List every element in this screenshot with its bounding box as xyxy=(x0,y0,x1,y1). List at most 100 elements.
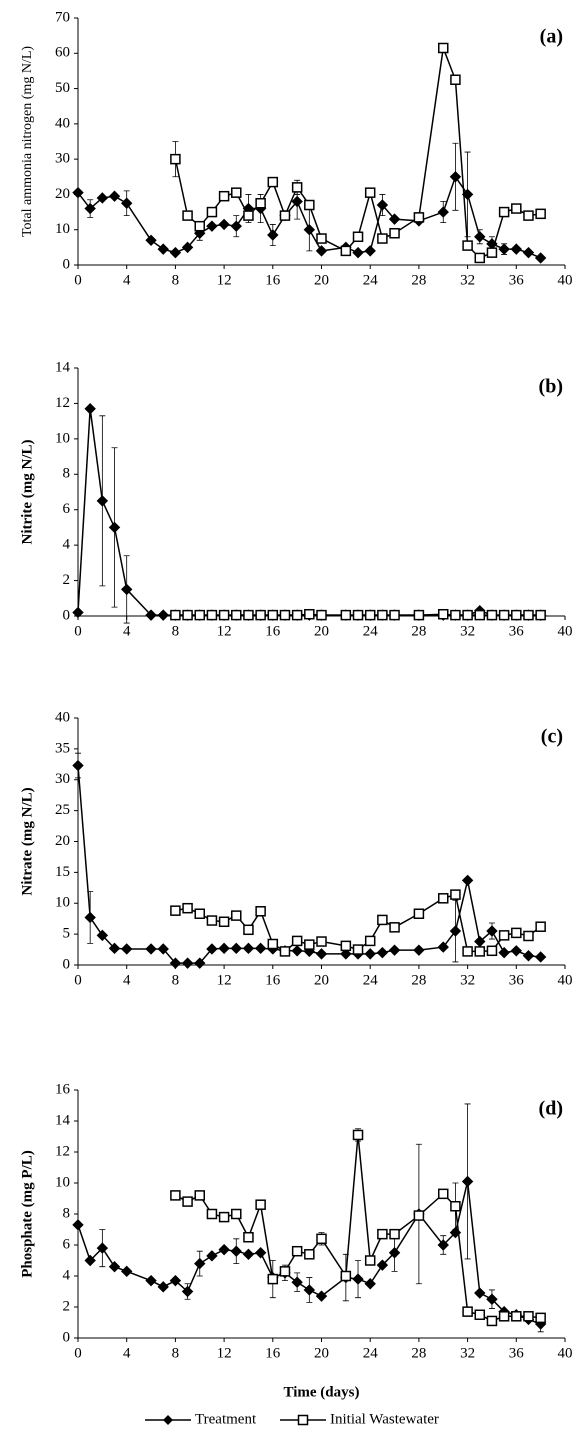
initial-marker xyxy=(243,210,254,221)
y-tick-label: 2 xyxy=(63,572,71,588)
treatment-marker xyxy=(84,202,96,215)
y-tick-label: 16 xyxy=(55,1081,71,1097)
initial-marker xyxy=(194,609,205,621)
x-tick-label: 36 xyxy=(509,272,525,288)
y-tick-label: 8 xyxy=(63,466,71,482)
initial-marker xyxy=(218,190,230,202)
initial-marker xyxy=(267,938,279,950)
x-tick-label: 0 xyxy=(74,972,82,988)
y-tick-label: 40 xyxy=(55,709,70,725)
initial-marker xyxy=(352,609,364,621)
x-tick-label: 20 xyxy=(314,623,329,639)
x-tick-label: 16 xyxy=(265,623,281,639)
x-tick-label: 12 xyxy=(217,972,232,988)
y-axis-title: Total ammonia nitrogen (mg N/L) xyxy=(20,46,35,237)
x-tick-label: 4 xyxy=(123,1345,131,1361)
treatment-marker xyxy=(315,948,328,960)
panel-label: (d) xyxy=(539,1098,563,1120)
treatment-marker xyxy=(291,945,303,957)
y-tick-label: 12 xyxy=(55,395,70,411)
y-tick-label: 6 xyxy=(63,501,71,517)
series-line xyxy=(175,613,541,616)
x-tick-label: 24 xyxy=(363,623,379,639)
treatment-marker xyxy=(267,229,279,241)
initial-marker xyxy=(206,1208,218,1220)
treatment-marker xyxy=(145,234,157,247)
initial-marker xyxy=(304,1249,315,1260)
initial-marker xyxy=(377,233,388,244)
initial-marker xyxy=(304,608,315,620)
initial-marker xyxy=(243,609,254,621)
treatment-marker xyxy=(206,943,218,955)
x-tick-label: 16 xyxy=(265,1345,281,1361)
y-tick-label: 14 xyxy=(55,359,71,375)
initial-marker xyxy=(352,1129,364,1141)
treatment-marker xyxy=(364,1278,376,1290)
initial-marker xyxy=(279,210,291,221)
y-tick-label: 0 xyxy=(63,607,71,623)
series-line xyxy=(77,765,541,964)
treatment-marker xyxy=(72,759,84,772)
initial-marker xyxy=(316,936,327,947)
y-tick-label: 0 xyxy=(63,1329,71,1345)
initial-marker xyxy=(535,921,546,932)
initial-marker xyxy=(486,247,498,258)
y-tick-label: 10 xyxy=(55,221,70,237)
initial-marker xyxy=(182,210,193,221)
treatment-marker xyxy=(534,252,547,264)
series-line xyxy=(77,408,541,616)
treatment-marker xyxy=(376,1259,389,1271)
initial-marker xyxy=(474,252,486,264)
initial-marker xyxy=(377,1228,388,1240)
treatment-marker xyxy=(364,948,376,960)
treatment-marker xyxy=(108,190,121,202)
initial-marker xyxy=(462,240,473,251)
y-tick-label: 4 xyxy=(63,1267,71,1283)
initial-marker xyxy=(523,1311,534,1322)
initial-marker xyxy=(218,916,230,928)
treatment-marker xyxy=(230,942,242,955)
initial-marker xyxy=(511,1311,522,1322)
panel-label: (a) xyxy=(540,26,563,48)
x-tick-label: 12 xyxy=(217,1345,232,1361)
x-tick-label: 0 xyxy=(74,272,82,288)
treatment-marker xyxy=(108,1260,121,1273)
treatment-marker xyxy=(534,951,547,963)
x-tick-label: 40 xyxy=(558,272,573,288)
initial-marker xyxy=(364,609,376,621)
initial-marker xyxy=(462,946,473,957)
initial-marker xyxy=(498,206,510,218)
treatment-marker xyxy=(437,1239,449,1251)
treatment-marker xyxy=(181,241,194,254)
treatment-marker xyxy=(157,609,169,621)
initial-marker xyxy=(511,927,522,939)
panel-label: (b) xyxy=(539,376,563,398)
treatment-marker xyxy=(522,246,535,259)
x-tick-label: 32 xyxy=(460,272,475,288)
treatment-marker xyxy=(254,942,267,955)
treatment-marker xyxy=(157,943,169,955)
x-tick-label: 20 xyxy=(314,272,329,288)
treatment-marker xyxy=(376,946,389,959)
initial-marker xyxy=(182,902,193,914)
initial-marker xyxy=(291,1245,303,1257)
x-tick-label: 40 xyxy=(558,623,573,639)
legend-marker xyxy=(297,1414,309,1426)
treatment-marker xyxy=(486,925,498,937)
initial-marker xyxy=(535,208,546,220)
initial-marker xyxy=(279,946,291,957)
initial-marker xyxy=(364,935,376,947)
initial-marker xyxy=(438,42,449,54)
series-line xyxy=(175,1134,541,1322)
x-tick-label: 12 xyxy=(217,272,232,288)
initial-marker xyxy=(450,889,461,900)
initial-marker xyxy=(316,609,327,621)
y-tick-label: 20 xyxy=(55,186,70,202)
initial-marker xyxy=(511,203,522,214)
initial-marker xyxy=(389,1228,400,1240)
treatment-marker xyxy=(218,1243,230,1256)
treatment-marker xyxy=(291,1276,303,1288)
treatment-marker xyxy=(120,1265,133,1278)
treatment-marker xyxy=(96,929,109,942)
x-tick-label: 16 xyxy=(265,272,281,288)
